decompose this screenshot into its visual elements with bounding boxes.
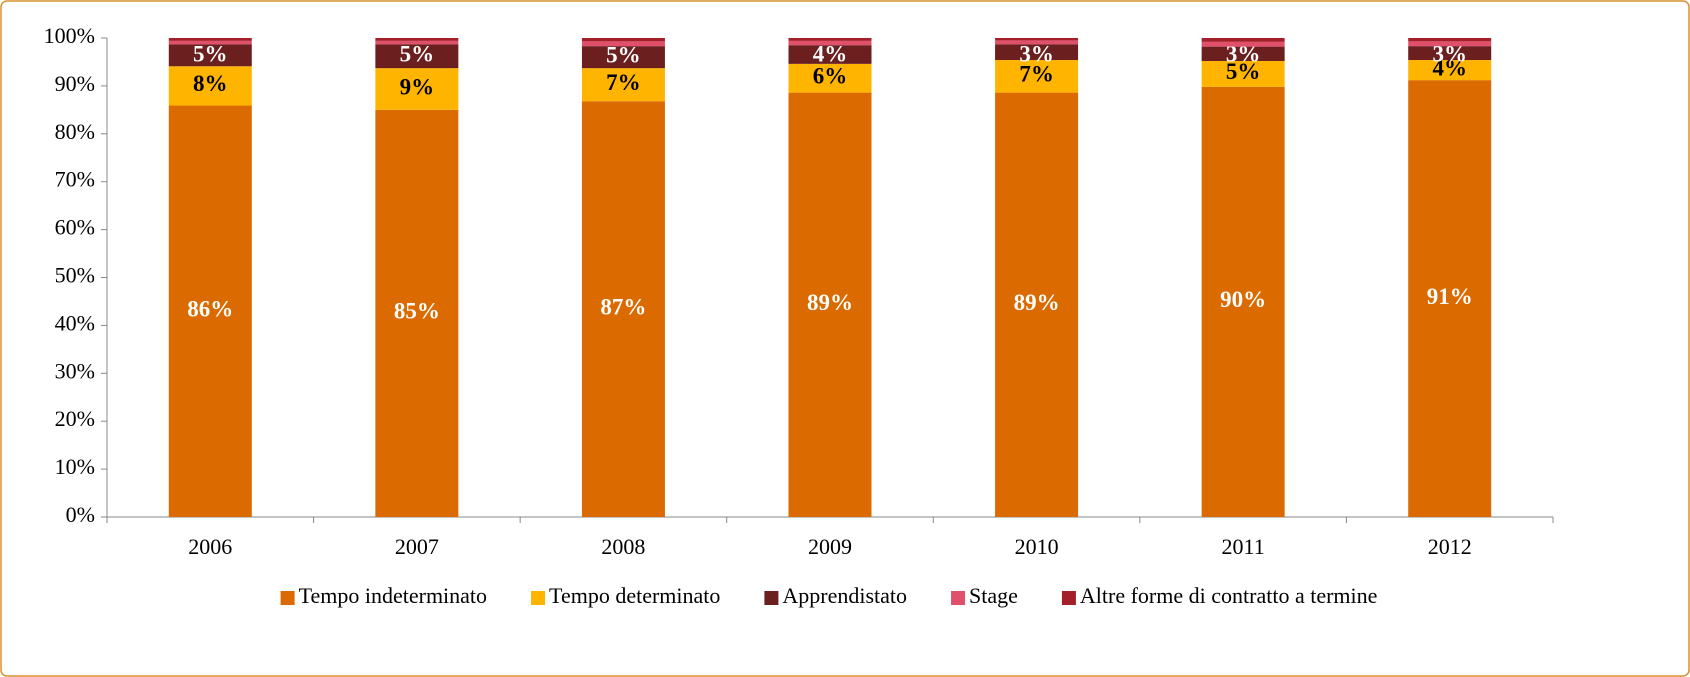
bar-segment: [581, 46, 665, 69]
value-label: 4%: [813, 41, 848, 66]
legend-swatch: [764, 591, 779, 605]
bar-segment: [168, 66, 252, 106]
legend-swatch: [1061, 591, 1076, 605]
bar-segment: [168, 38, 252, 41]
x-tick-label: 2009: [808, 534, 852, 559]
bar-segment: [1201, 41, 1285, 47]
value-label: 7%: [606, 70, 641, 95]
bar-segment: [168, 105, 252, 517]
bar-segment: [168, 44, 252, 67]
bar-segment: [1201, 46, 1285, 61]
bar-segment: [375, 40, 459, 45]
x-tick-label: 2011: [1222, 534, 1265, 559]
y-tick-label: 30%: [55, 358, 95, 383]
y-tick-label: 20%: [55, 406, 95, 431]
bar-segment: [995, 40, 1079, 45]
bar-segment: [788, 38, 872, 41]
bar-segment: [1408, 46, 1492, 61]
bar-segment: [788, 40, 872, 46]
value-label: 87%: [600, 294, 646, 319]
y-tick-label: 70%: [55, 167, 95, 192]
x-tick-label: 2010: [1015, 534, 1059, 559]
bar-segment: [788, 92, 872, 517]
bar-segment: [581, 101, 665, 517]
value-label: 89%: [807, 290, 853, 315]
bar-segment: [1201, 60, 1285, 87]
value-label: 9%: [400, 74, 435, 99]
y-tick-label: 80%: [55, 119, 95, 144]
value-label: 91%: [1427, 284, 1473, 309]
bar-segment: [995, 38, 1079, 41]
y-tick-label: 0%: [66, 502, 95, 527]
y-tick-label: 40%: [55, 310, 95, 335]
value-label: 85%: [394, 299, 440, 324]
x-tick-label: 2006: [188, 534, 232, 559]
bar-segment: [581, 41, 665, 47]
x-tick-label: 2007: [395, 534, 439, 559]
legend-label: Altre forme di contratto a termine: [1080, 583, 1378, 608]
bar-segment: [375, 109, 459, 517]
y-tick-label: 10%: [55, 454, 95, 479]
value-label: 90%: [1220, 287, 1266, 312]
y-tick-label: 100%: [44, 23, 95, 48]
value-label: 5%: [193, 41, 228, 66]
value-label: 89%: [1014, 290, 1060, 315]
legend-label: Stage: [969, 583, 1018, 608]
bar-segment: [581, 38, 665, 42]
bar-segment: [788, 63, 872, 93]
bar-segment: [788, 45, 872, 64]
value-label: 86%: [187, 297, 233, 322]
bar-segment: [581, 68, 665, 102]
value-label: 7%: [1019, 62, 1054, 87]
legend-swatch: [531, 591, 546, 605]
bar-segment: [1408, 60, 1492, 81]
bar-segment: [995, 92, 1079, 517]
legend-label: Tempo indeterminato: [299, 583, 487, 608]
y-tick-label: 60%: [55, 215, 95, 240]
bar-segment: [1201, 38, 1285, 42]
value-label: 6%: [813, 64, 848, 89]
value-label: 5%: [400, 41, 435, 66]
value-label: 8%: [193, 71, 228, 96]
bar-segment: [375, 38, 459, 41]
bar-segment: [375, 68, 459, 110]
legend-swatch: [280, 591, 295, 605]
value-label: 3%: [1019, 41, 1054, 66]
bar-segment: [168, 40, 252, 45]
x-tick-label: 2012: [1428, 534, 1472, 559]
y-tick-label: 90%: [55, 71, 95, 96]
value-label: 5%: [1226, 59, 1261, 84]
legend-swatch: [951, 591, 966, 605]
bar-segment: [995, 60, 1079, 93]
bar-segment: [995, 44, 1079, 61]
bar-segment: [1408, 80, 1492, 517]
bar-segment: [1201, 86, 1285, 517]
legend-label: Tempo determinato: [549, 583, 720, 608]
bar-segment: [375, 44, 459, 69]
bar-segment: [1408, 38, 1492, 42]
x-tick-label: 2008: [601, 534, 645, 559]
value-label: 5%: [606, 42, 641, 67]
y-tick-label: 50%: [55, 263, 95, 288]
legend-label: Apprendistato: [782, 583, 907, 608]
bar-segment: [1408, 41, 1492, 47]
